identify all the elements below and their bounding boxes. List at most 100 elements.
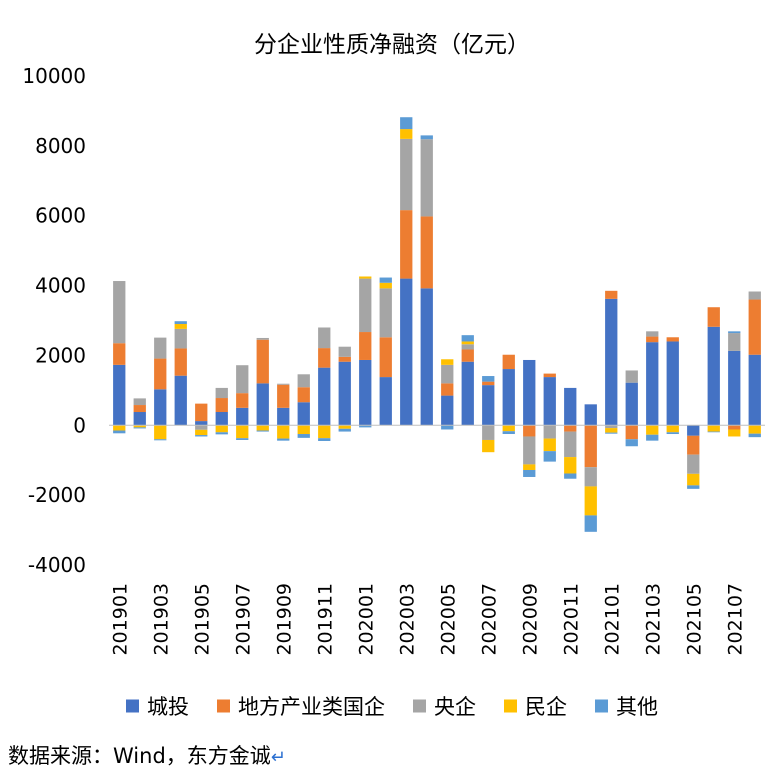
bar-segment <box>502 369 515 426</box>
bar-segment <box>277 384 290 408</box>
legend-label: 民企 <box>525 695 567 719</box>
bar-segment <box>236 365 249 394</box>
legend-item: 地方产业类国企 <box>217 695 385 719</box>
bar-segment <box>502 354 515 370</box>
bar-segment <box>359 425 372 428</box>
bar-segment <box>420 139 433 217</box>
bar-segment <box>584 486 597 516</box>
x-tick-label: 202005 <box>437 583 459 656</box>
bar-segment <box>379 377 392 426</box>
x-tick-label: 202101 <box>601 583 623 656</box>
bar-segment <box>195 435 208 437</box>
bar-segment <box>707 425 720 432</box>
bar-segment <box>502 431 515 435</box>
plot-area <box>113 117 761 532</box>
x-tick-label: 202011 <box>560 583 582 656</box>
bar-segment <box>297 374 310 388</box>
bar-segment <box>625 382 638 426</box>
bar-segment <box>338 346 351 357</box>
bar-segment <box>584 515 597 532</box>
bar-segment <box>133 425 146 428</box>
bar-segment <box>461 349 474 362</box>
bar-segment <box>113 281 126 344</box>
bar-segment <box>256 337 269 340</box>
bar-segment <box>215 425 228 433</box>
bar-segment <box>195 403 208 422</box>
bar-segment <box>482 376 495 382</box>
x-tick-label: 202103 <box>642 583 664 656</box>
bar-segment <box>707 431 720 433</box>
bar-segment <box>420 216 433 289</box>
bar-segment <box>256 383 269 426</box>
bar-segment <box>728 350 741 426</box>
x-tick-label: 202003 <box>396 583 418 656</box>
bar-segment <box>666 432 679 435</box>
x-tick-label: 202001 <box>355 583 377 656</box>
bar-segment <box>195 429 208 436</box>
bar-segment <box>523 436 536 465</box>
bar-segment <box>400 210 413 279</box>
bar-segment <box>666 425 679 433</box>
x-tick-label: 201909 <box>273 583 295 656</box>
bar-segment <box>502 425 515 432</box>
bar-segment <box>461 344 474 350</box>
bar-segment <box>256 339 269 384</box>
return-icon: ↵ <box>270 747 286 768</box>
bar-segment <box>482 385 495 426</box>
bar-segment <box>666 337 679 342</box>
bar-segment <box>605 428 618 433</box>
bar-segment <box>728 331 741 334</box>
legend-swatch <box>217 699 230 713</box>
bar-segment <box>338 356 351 362</box>
bar-segment <box>646 331 659 337</box>
bar-segment <box>687 425 700 436</box>
bar-segment <box>625 439 638 447</box>
bar-segment <box>338 361 351 426</box>
bar-segment <box>236 425 249 439</box>
bar-segment <box>687 435 700 455</box>
legend-label: 其他 <box>616 695 658 719</box>
bar-segment <box>625 425 638 440</box>
bar-segment <box>441 364 454 384</box>
bar-segment <box>359 359 372 426</box>
bar-segment <box>543 451 556 462</box>
bar-segment <box>728 333 741 351</box>
bar-segment <box>420 288 433 426</box>
bar-segment <box>605 432 618 434</box>
bar-segment <box>195 421 208 426</box>
y-tick-label: 8000 <box>35 134 86 158</box>
x-tick-label: 201905 <box>191 583 213 656</box>
bar-segment <box>564 425 577 432</box>
y-tick-label: -4000 <box>28 553 86 577</box>
x-tick-label: 202105 <box>683 583 705 656</box>
bar-segment <box>359 276 372 279</box>
bar-segment <box>277 425 290 439</box>
x-tick-label: 202007 <box>478 583 500 656</box>
bar-segment <box>174 348 187 376</box>
bar-segment <box>154 439 167 441</box>
bar-segment <box>605 298 618 426</box>
bar-segment <box>400 278 413 426</box>
bar-segment <box>523 469 536 477</box>
bar-segment <box>195 425 208 430</box>
bar-segment <box>236 438 249 440</box>
x-tick-label: 201911 <box>314 583 336 656</box>
bar-segment <box>133 427 146 429</box>
bar-segment <box>707 326 720 426</box>
bar-segment <box>646 342 659 426</box>
bar-segment <box>400 129 413 139</box>
bar-segment <box>318 367 331 426</box>
bar-segment <box>154 389 167 426</box>
x-tick-label: 202009 <box>519 583 541 656</box>
bar-segment <box>441 359 454 365</box>
bar-segment <box>297 425 310 435</box>
bar-segment <box>687 473 700 486</box>
bar-segment <box>728 425 741 430</box>
bar-segment <box>359 332 372 360</box>
legend-label: 央企 <box>434 695 476 719</box>
bar-segment <box>646 434 659 441</box>
bar-segment <box>564 387 577 426</box>
bar-segment <box>461 341 474 345</box>
bar-segment <box>584 467 597 487</box>
bar-segment <box>113 343 126 365</box>
